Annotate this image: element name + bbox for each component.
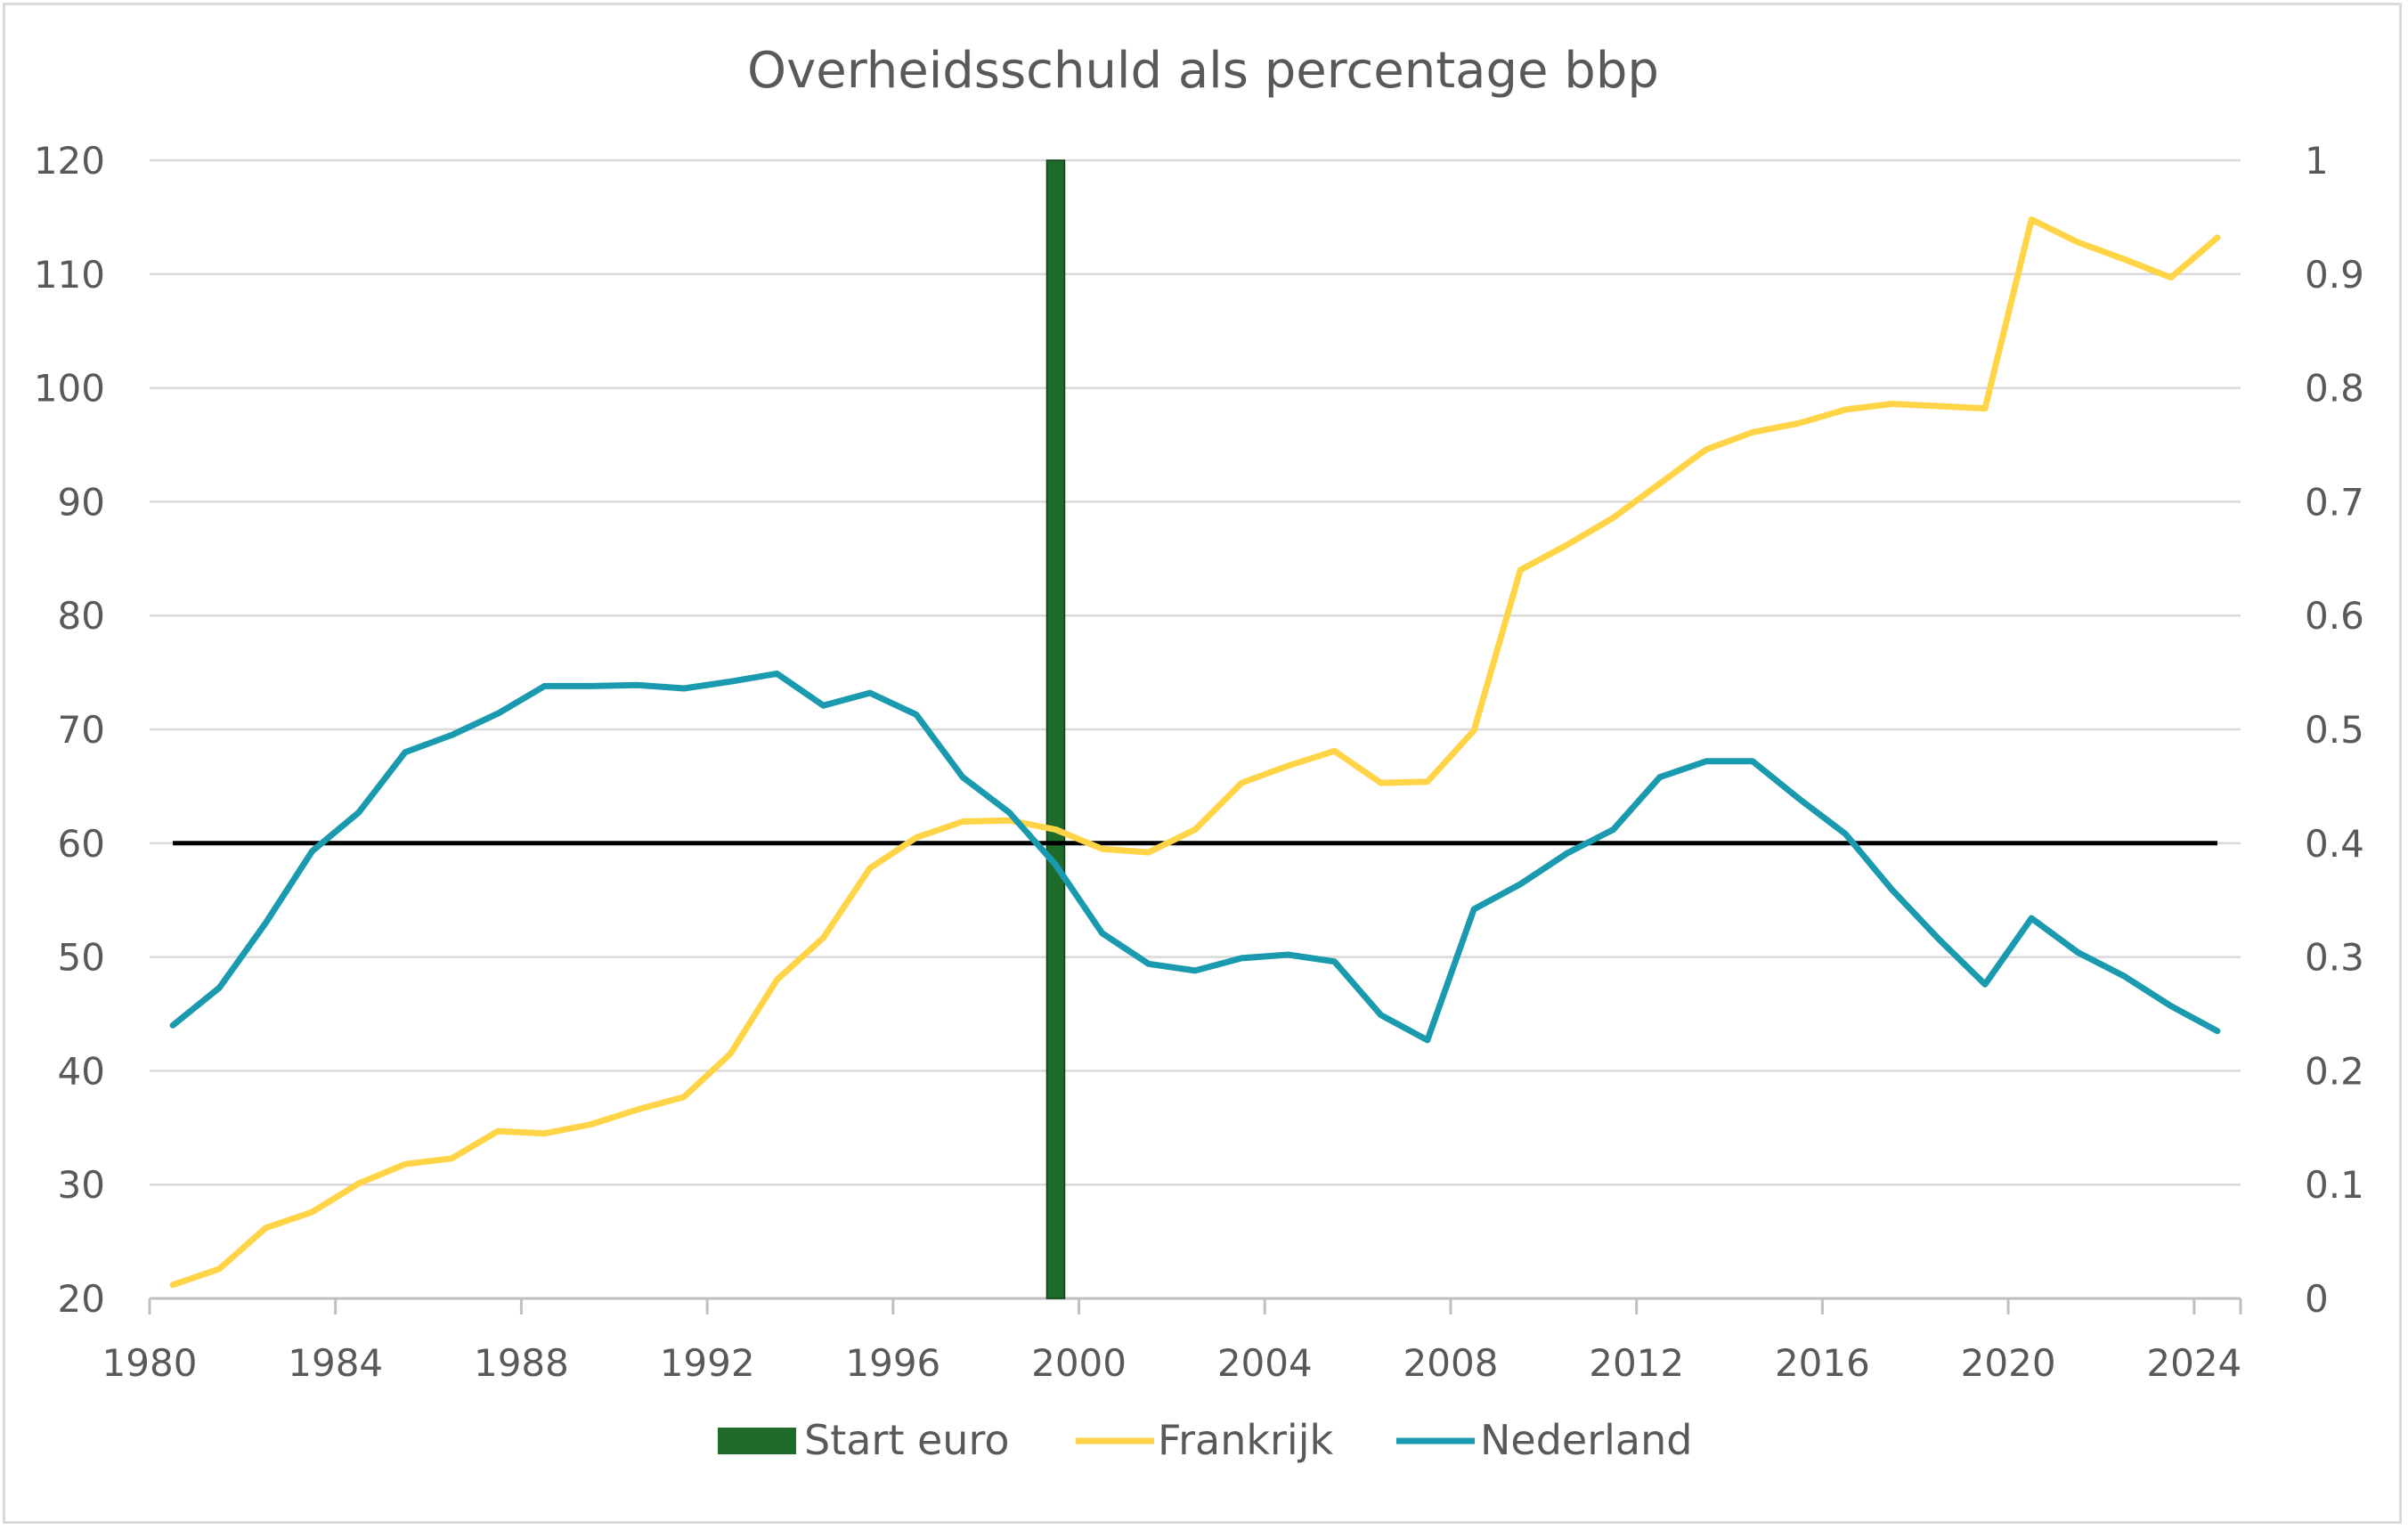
x-tick-label: 2000 [1031,1341,1127,1385]
x-tick-label: 2024 [2146,1341,2241,1385]
series-line-frankrijk [169,216,2221,1289]
chart-frame [3,3,2402,1524]
legend-label-nederland: Nederland [1480,1416,1692,1464]
y-right-tick-label: 0 [2305,1277,2329,1321]
y-right-tick-label: 0.8 [2305,367,2364,411]
y-right-tick-label: 0.4 [2305,822,2364,866]
x-tick-label: 2008 [1403,1341,1499,1385]
y-left-tick-label: 120 [34,139,105,183]
x-tick-label: 1980 [102,1341,198,1385]
legend-label-start-euro: Start euro [804,1416,1010,1464]
y-left-tick-label: 40 [58,1049,105,1093]
x-tick-label: 2004 [1217,1341,1313,1385]
chart-title: Overheidsschuld als percentage bbp [747,42,1659,100]
y-left-tick-label: 90 [58,480,105,524]
x-tick-label: 1996 [845,1341,940,1385]
y-left-tick-label: 30 [58,1163,105,1207]
y-right-tick-label: 0.3 [2305,936,2364,980]
x-tick-label: 2016 [1775,1341,1870,1385]
y-right-tick-label: 0.5 [2305,708,2364,752]
y-right-tick-label: 0.2 [2305,1049,2364,1093]
y-left-tick-label: 50 [58,936,105,980]
y-right-tick-label: 0.6 [2305,594,2364,638]
series-lines [169,216,2221,1289]
x-tick-label: 1984 [288,1341,383,1385]
y-right-tick-label: 0.1 [2305,1163,2364,1207]
y-right-tick-label: 0.7 [2305,480,2364,524]
y-left-tick-label: 70 [58,708,105,752]
x-tick-label: 1988 [474,1341,569,1385]
x-tick-label: 1992 [660,1341,755,1385]
y-left-tick-label: 100 [34,367,105,411]
gridlines [150,159,2241,1186]
y-left-tick-label: 110 [34,253,105,297]
axes: 20 30 40 50 60 70 80 90 100 110 120 0 0.1 0.2 0.3 0.4 0.… [34,139,2364,1385]
x-tick-label: 2012 [1589,1341,1684,1385]
bar-start-euro [1045,159,1066,1299]
bar-layer [1045,159,1066,1299]
y-left-tick-label: 80 [58,594,105,638]
y-right-tick-label: 1 [2305,139,2329,183]
y-right-tick-label: 0.9 [2305,253,2364,297]
legend-swatch-start-euro [718,1428,796,1454]
legend: Start euro Frankrijk Nederland [718,1416,1692,1464]
x-tick-label: 2020 [1961,1341,2056,1385]
y-left-tick-label: 60 [58,822,105,866]
y-left-tick-label: 20 [58,1277,105,1321]
legend-label-frankrijk: Frankrijk [1158,1416,1333,1464]
